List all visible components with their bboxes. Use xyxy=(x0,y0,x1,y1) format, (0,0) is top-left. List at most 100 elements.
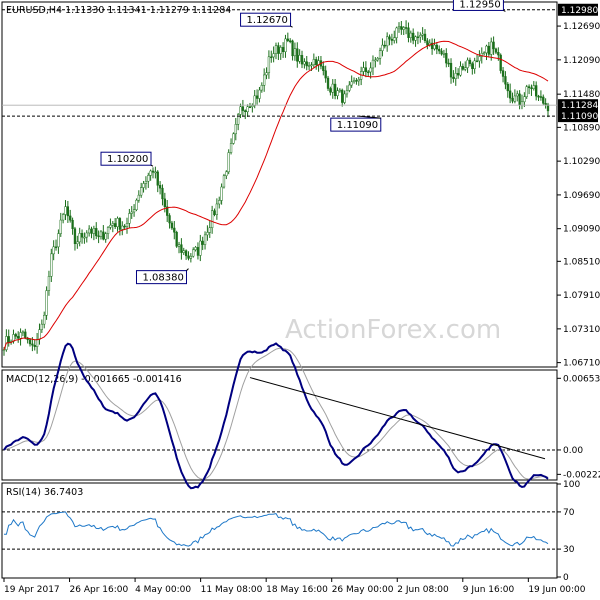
candle-body xyxy=(38,329,41,340)
price-tick-label: 1.12090 xyxy=(563,56,600,66)
candle-body xyxy=(142,183,145,188)
rsi-indicator xyxy=(2,511,557,550)
time-tick-label: 18 May 16:00 xyxy=(266,585,328,595)
price-marker-label: 1.11284 xyxy=(561,101,598,111)
rsi-axis: 100 70 30 0 xyxy=(557,480,580,583)
candle-body xyxy=(95,228,98,237)
time-tick-label: 9 Jun 16:00 xyxy=(463,585,515,595)
candle-body xyxy=(43,314,46,325)
candle-body xyxy=(189,255,193,259)
candle-body xyxy=(537,95,540,98)
candle-body xyxy=(241,106,245,111)
candle-body xyxy=(341,89,344,103)
candle-body xyxy=(147,175,150,182)
macd-tick-label: -0.002226 xyxy=(563,470,600,480)
candle-body xyxy=(274,45,278,54)
candle-body xyxy=(494,48,498,53)
candle-body xyxy=(492,41,495,50)
candle-body xyxy=(447,62,450,65)
time-tick-label: 19 Apr 2017 xyxy=(4,585,60,595)
candle-body xyxy=(123,225,126,228)
candle-body xyxy=(293,48,297,57)
candle-body xyxy=(258,89,261,99)
candle-body xyxy=(265,72,268,76)
candle-body xyxy=(163,198,166,208)
candle-body xyxy=(132,209,136,213)
candle-body xyxy=(307,65,311,67)
candle-body xyxy=(454,73,457,79)
candle-body xyxy=(497,52,500,56)
candle-body xyxy=(118,218,122,230)
candle-body xyxy=(513,95,517,102)
candle-body xyxy=(40,323,43,330)
macd-indicator xyxy=(2,342,557,490)
candle-body xyxy=(17,336,20,339)
candle-body xyxy=(45,290,48,316)
candle-body xyxy=(419,35,422,38)
candle-body xyxy=(421,33,424,36)
time-tick-label: 26 May 00:00 xyxy=(332,585,394,595)
candle-body xyxy=(270,56,273,59)
candle-body xyxy=(251,105,254,107)
time-axis: 19 Apr 2017 26 Apr 16:00 4 May 00:00 11 May… xyxy=(3,578,586,595)
candle-body xyxy=(378,50,382,59)
candle-body xyxy=(310,64,313,67)
rsi-tick-label: 100 xyxy=(563,480,580,490)
candle-body xyxy=(348,84,351,91)
time-tick-label: 26 Apr 16:00 xyxy=(70,585,129,595)
annotation-box xyxy=(100,151,152,166)
candle-body xyxy=(33,344,36,347)
candle-body xyxy=(442,53,446,55)
macd-axis: 0.006534 0.00 -0.002226 xyxy=(557,374,600,480)
candle-body xyxy=(430,42,434,50)
candle-body xyxy=(114,223,117,228)
candle-body xyxy=(248,106,252,108)
candle-body xyxy=(246,106,249,113)
candle-body xyxy=(324,70,327,79)
rsi-tick-label: 0 xyxy=(563,573,569,583)
price-marker-box xyxy=(558,3,598,16)
candle-body xyxy=(173,227,176,233)
candle-body xyxy=(509,90,512,99)
macd-trendline xyxy=(249,377,546,460)
moving-average-line xyxy=(3,40,549,350)
candle-body xyxy=(485,45,488,54)
candle-body xyxy=(158,185,162,189)
candlestick-series xyxy=(2,20,550,356)
price-tick-label: 1.07910 xyxy=(563,291,600,301)
candle-body xyxy=(326,77,330,89)
candle-body xyxy=(388,36,391,40)
candle-body xyxy=(516,93,519,97)
candle-body xyxy=(364,67,368,73)
candle-body xyxy=(144,180,148,184)
annotation-label: 1.10200 xyxy=(107,154,148,165)
candle-body xyxy=(482,52,486,55)
candle-body xyxy=(50,253,53,277)
price-tick-label: 1.06710 xyxy=(563,359,600,369)
candle-body xyxy=(215,203,219,215)
candle-body xyxy=(109,224,112,228)
price-axis: 1.12690 1.12090 1.11480 1.10890 1.10290 1.096… xyxy=(557,22,600,369)
candle-body xyxy=(338,89,342,92)
candle-body xyxy=(175,231,178,247)
candle-body xyxy=(182,250,185,253)
candle-body xyxy=(166,206,169,216)
candle-body xyxy=(350,81,353,86)
candle-body xyxy=(31,343,34,346)
candle-body xyxy=(168,215,171,224)
candle-body xyxy=(504,76,507,85)
price-marker-label: 1.12980 xyxy=(561,6,598,16)
candle-body xyxy=(530,87,533,90)
candle-body xyxy=(24,331,27,339)
candle-body xyxy=(59,219,62,234)
candle-body xyxy=(220,186,223,201)
candle-body xyxy=(544,103,547,106)
candle-body xyxy=(125,223,129,228)
candle-body xyxy=(333,83,337,96)
candle-body xyxy=(362,67,365,72)
candle-body xyxy=(154,171,157,174)
annotation-label: 1.11090 xyxy=(337,120,378,131)
candle-body xyxy=(423,33,427,41)
candle-body xyxy=(322,65,325,71)
candle-body xyxy=(206,232,209,236)
